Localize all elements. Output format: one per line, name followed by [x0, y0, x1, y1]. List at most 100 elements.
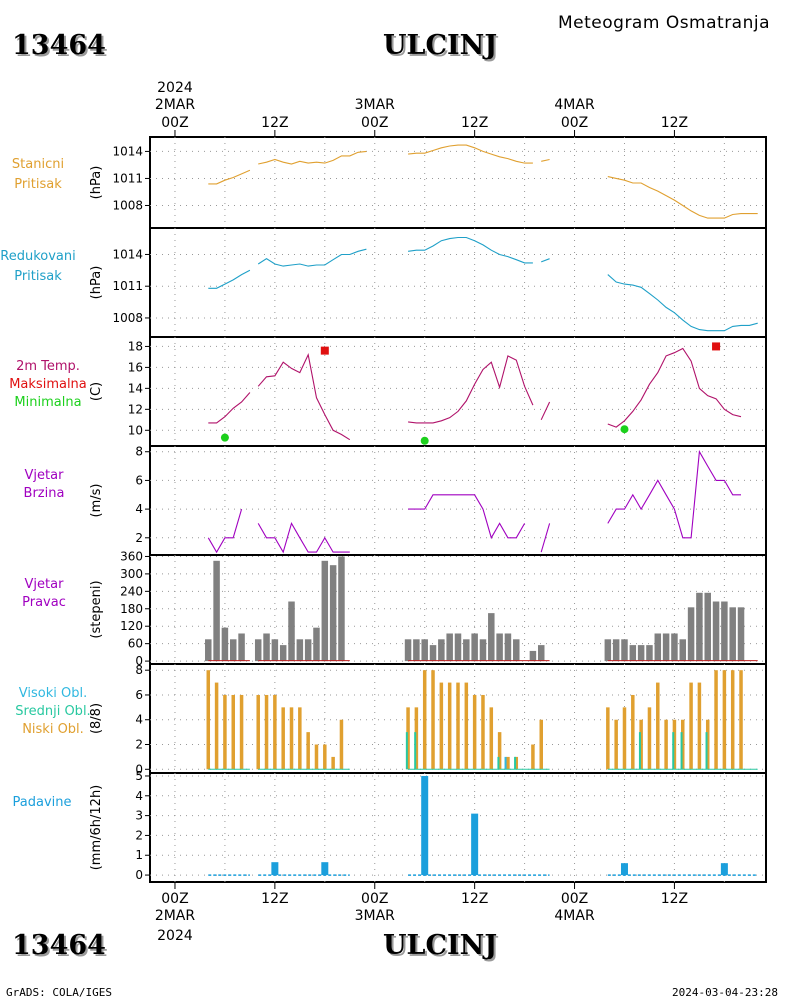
cloud-bar [647, 707, 652, 770]
precip-bar [321, 862, 329, 876]
cloud-bar [331, 756, 335, 770]
cloud-bar [214, 682, 219, 770]
clouds-label: Visoki Obl. [19, 686, 87, 701]
cloud-bar [239, 694, 244, 770]
cloud-bar [656, 682, 660, 770]
wind-direction-bar [221, 627, 229, 662]
cloud-bar [705, 719, 710, 770]
temperature-ytick-label: 16 [128, 360, 143, 374]
tmax-point [712, 342, 721, 351]
wind-speed-line [408, 494, 526, 540]
cloud-bar [606, 707, 610, 770]
wind-direction-bar [313, 627, 320, 662]
cloud-bar [730, 670, 735, 770]
cloud-bar [256, 694, 260, 770]
wind-direction-bar [604, 639, 612, 662]
clouds-ytick-label: 0 [135, 762, 143, 776]
wind-speed-frame [149, 445, 767, 556]
reduced-pressure-label: Pritisak [14, 269, 62, 284]
wind-direction-bar [712, 601, 720, 662]
bottom-hour-label: 00Z [161, 891, 188, 907]
precipitation-ytick-label: 0 [135, 868, 143, 882]
temperature-ylabel: (C) [89, 382, 104, 401]
wind-direction-bar [471, 633, 478, 662]
wind-direction-bar [213, 560, 220, 662]
wind-direction-bar [529, 650, 537, 662]
wind-direction-ytick-label: 300 [120, 567, 143, 581]
top-year-label: 2024 [157, 80, 193, 96]
wind-speed-label: Vjetar [25, 468, 65, 483]
precip-bar [720, 863, 728, 876]
temperature-line [208, 392, 251, 424]
tmin-point [620, 425, 629, 434]
cloud-bar [306, 732, 310, 770]
wind-direction-bar [479, 639, 487, 662]
wind-direction-bar [271, 639, 279, 662]
cloud-bar [314, 744, 319, 770]
cloud-bar [672, 719, 677, 770]
wind-direction-bar [513, 639, 520, 662]
precipitation-label: Padavine [13, 795, 72, 810]
reduced-pressure-line [408, 236, 533, 264]
wind-direction-bar [629, 645, 637, 662]
cloud-bar [264, 694, 269, 770]
cloud-bar [439, 682, 444, 770]
tmin-point [220, 433, 229, 442]
temperature-line [607, 347, 742, 428]
credit-text: GrADS: COLA/IGES [6, 986, 112, 999]
precip-bar [421, 775, 429, 876]
wind-direction-bar [696, 592, 703, 662]
temperature-label: Maksimalna [9, 377, 87, 392]
temperature-label: Minimalna [14, 395, 81, 410]
cloud-bar [672, 732, 675, 770]
temperature-ytick-label: 14 [128, 381, 143, 395]
wind-direction-bar [496, 633, 503, 662]
wind-direction-bar [654, 633, 662, 662]
cloud-bar [531, 744, 535, 770]
station-pressure-line [408, 144, 533, 164]
wind-direction-bar [721, 601, 728, 662]
bottom-date-label: 4MAR [554, 908, 595, 924]
top-hour-label: 00Z [161, 115, 188, 131]
cloud-bar [714, 670, 718, 770]
cloud-bar [273, 694, 277, 770]
wind-direction-bar [288, 601, 295, 662]
reduced-pressure-label: Redukovani [0, 249, 75, 264]
reduced-pressure-line [208, 269, 251, 289]
bottom-hour-label: 00Z [561, 891, 588, 907]
wind-direction-bar [238, 633, 245, 662]
station-pressure-frame [149, 136, 767, 229]
cloud-bar [680, 732, 683, 770]
cloud-bar [739, 670, 743, 770]
wind-direction-bar [671, 633, 678, 662]
clouds-ytick-label: 4 [135, 713, 143, 727]
wind-direction-bar [646, 645, 653, 662]
wind-direction-bar [229, 639, 237, 662]
clouds-ytick-label: 2 [135, 738, 143, 752]
top-date-label: 4MAR [554, 97, 595, 113]
wind-direction-bar [679, 639, 687, 662]
station-pressure-ytick-label: 1014 [112, 144, 143, 158]
wind-direction-bar [504, 633, 512, 662]
wind-speed-ytick-label: 6 [135, 473, 143, 487]
precip-bar [271, 862, 279, 876]
cloud-bar [514, 756, 517, 770]
bottom-date-label: 2MAR [155, 908, 196, 924]
temperature-line [540, 401, 551, 421]
wind-direction-label: Pravac [22, 595, 66, 610]
precipitation-frame [149, 772, 767, 883]
cloud-bar [447, 682, 452, 770]
wind-direction-bar [404, 639, 412, 662]
cloud-bar [431, 670, 435, 770]
timestamp-text: 2024-03-04-23:28 [672, 986, 778, 999]
bottom-hour-label: 12Z [461, 891, 488, 907]
cloud-bar [689, 682, 693, 770]
wind-direction-ytick-label: 0 [135, 654, 143, 668]
station-pressure-ylabel: (hPa) [89, 166, 104, 200]
bottom-date-label: 3MAR [355, 908, 396, 924]
station-pressure-line [607, 176, 758, 219]
cloud-bar [614, 719, 618, 770]
temperature-ytick-label: 10 [128, 423, 143, 437]
wind-direction-ytick-label: 120 [120, 619, 143, 633]
